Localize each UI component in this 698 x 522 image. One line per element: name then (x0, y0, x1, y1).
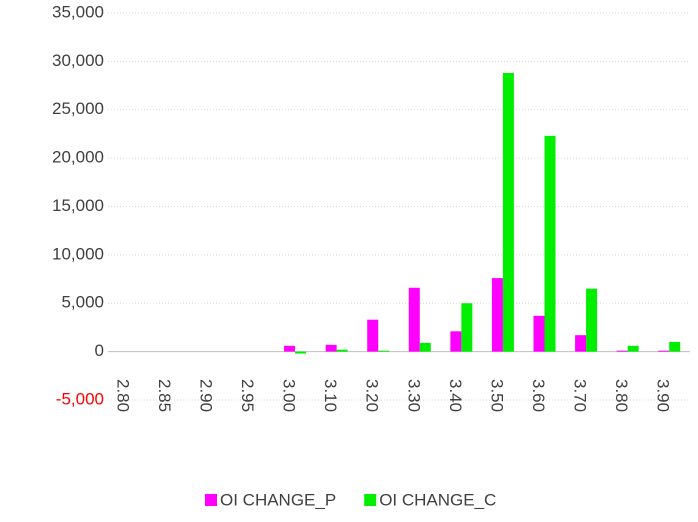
bar (367, 319, 379, 352)
y-tick-label: 15,000 (52, 196, 104, 215)
bar (295, 351, 307, 354)
bar (658, 350, 670, 352)
bar (378, 350, 390, 352)
x-tick-label: 2.90 (196, 379, 215, 412)
bar (627, 345, 639, 352)
x-tick-label: 2.80 (113, 379, 132, 412)
bar (586, 288, 598, 352)
y-tick-label: -5,000 (56, 389, 104, 408)
y-tick-label: 25,000 (52, 99, 104, 118)
y-tick-label: 20,000 (52, 148, 104, 167)
bar (616, 350, 628, 352)
legend-label: OI CHANGE_C (379, 490, 496, 509)
x-tick-label: 2.85 (155, 379, 174, 412)
bar (533, 315, 545, 352)
bar (669, 341, 681, 352)
x-tick-label: 3.00 (280, 379, 299, 412)
bar (336, 349, 348, 352)
bar (408, 287, 420, 352)
x-tick-label: 3.80 (612, 379, 631, 412)
bar (491, 278, 503, 352)
bar (325, 344, 337, 352)
x-tick-label: 3.40 (446, 379, 465, 412)
x-tick-label: 3.10 (321, 379, 340, 412)
x-tick-label: 3.50 (487, 379, 506, 412)
x-tick-label: 3.70 (571, 379, 590, 412)
x-tick-label: 3.60 (529, 379, 548, 412)
y-tick-label: 10,000 (52, 244, 104, 263)
bar (461, 303, 473, 352)
x-tick-label: 3.30 (404, 379, 423, 412)
x-tick-label: 2.95 (238, 379, 257, 412)
bar (419, 342, 431, 352)
bar (284, 345, 296, 352)
y-tick-label: 0 (95, 341, 104, 360)
y-tick-label: 30,000 (52, 51, 104, 70)
bar (450, 331, 462, 352)
bar (502, 72, 514, 352)
y-tick-label: 35,000 (52, 2, 104, 21)
x-tick-label: 3.20 (363, 379, 382, 412)
legend-label: OI CHANGE_P (220, 490, 336, 509)
y-tick-label: 5,000 (61, 293, 104, 312)
bar (575, 335, 587, 352)
legend-swatch (205, 494, 217, 506)
legend-swatch (364, 494, 377, 506)
x-tick-label: 3.90 (654, 379, 673, 412)
bar (544, 135, 556, 352)
